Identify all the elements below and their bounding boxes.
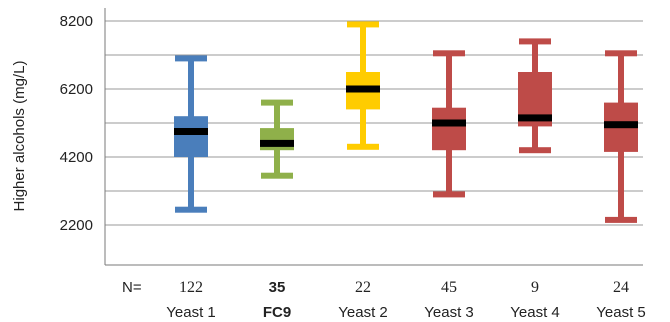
median-line [260, 139, 294, 147]
box [432, 107, 466, 151]
box-2 [260, 99, 294, 179]
boxes [174, 21, 638, 223]
whisker-cap-top [347, 21, 379, 28]
category-labels: Yeast 1 FC9 Yeast 2 Yeast 3 Yeast 4 Yeast 5 [166, 304, 646, 321]
box-3 [346, 21, 380, 150]
sample-size-label: 45 [441, 279, 457, 296]
y-tick-label: 4200 [60, 149, 93, 166]
category-label: FC9 [263, 304, 291, 321]
box [174, 116, 208, 157]
y-axis-title: Higher alcohols (mg/L) [11, 61, 28, 212]
whisker-cap-bottom [261, 172, 293, 179]
category-label: Yeast 2 [338, 304, 388, 321]
box-5 [518, 38, 552, 154]
whisker-cap-top [605, 50, 637, 57]
median-line [174, 128, 208, 135]
y-tick-label: 2200 [60, 217, 93, 234]
sample-size-label: 35 [269, 279, 286, 296]
sample-size-label: 24 [613, 279, 629, 296]
whisker-cap-top [433, 50, 465, 57]
category-label: Yeast 3 [424, 304, 474, 321]
n-prefix-label: N= [122, 279, 142, 296]
median-line [518, 114, 552, 122]
whisker-cap-top [261, 99, 293, 106]
category-label: Yeast 4 [510, 304, 560, 321]
sample-size-labels: 122 35 22 45 9 24 [179, 279, 629, 296]
whisker-cap-bottom [347, 143, 379, 150]
median-line [346, 85, 380, 93]
box-6 [604, 50, 638, 223]
whisker-cap-bottom [519, 147, 551, 154]
category-label: Yeast 1 [166, 304, 216, 321]
whisker-cap-top [519, 38, 551, 45]
whisker-cap-bottom [605, 216, 637, 223]
y-tick-label: 6200 [60, 81, 93, 98]
sample-size-label: 122 [179, 279, 203, 296]
category-label: Yeast 5 [596, 304, 646, 321]
y-tick-labels: 2200 4200 6200 8200 [60, 13, 93, 234]
box-4 [432, 50, 466, 198]
box-1 [174, 55, 208, 213]
median-line [604, 121, 638, 129]
y-tick-label: 8200 [60, 13, 93, 30]
whisker-cap-bottom [175, 206, 207, 213]
whisker-cap-top [175, 55, 207, 62]
whisker-cap-bottom [433, 191, 465, 198]
sample-size-label: 9 [531, 279, 539, 296]
median-line [432, 119, 466, 127]
sample-size-label: 22 [355, 279, 371, 296]
